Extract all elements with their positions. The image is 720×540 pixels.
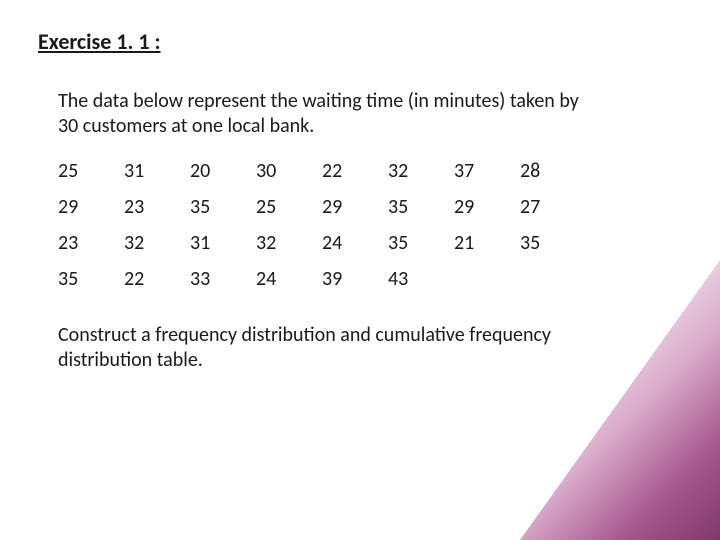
table-cell: 23 — [58, 225, 124, 261]
table-row: 2923352529352927 — [58, 189, 586, 225]
table-cell: 43 — [388, 261, 454, 297]
table-cell: 35 — [190, 189, 256, 225]
table-row: 2332313224352135 — [58, 225, 586, 261]
table-cell: 35 — [520, 225, 586, 261]
table-cell: 24 — [322, 225, 388, 261]
table-cell: 29 — [454, 189, 520, 225]
table-cell: 35 — [388, 225, 454, 261]
outro-text: Construct a frequency distribution and c… — [38, 323, 598, 373]
table-cell — [520, 261, 586, 297]
table-cell — [454, 261, 520, 297]
table-cell: 31 — [124, 153, 190, 189]
table-cell: 31 — [190, 225, 256, 261]
table-cell: 22 — [124, 261, 190, 297]
table-cell: 29 — [322, 189, 388, 225]
table-cell: 32 — [388, 153, 454, 189]
table-cell: 37 — [454, 153, 520, 189]
table-cell: 28 — [520, 153, 586, 189]
intro-text: The data below represent the waiting tim… — [38, 89, 598, 139]
table-cell: 30 — [256, 153, 322, 189]
data-table: 2531203022323728292335252935292723323132… — [58, 153, 586, 297]
data-table-body: 2531203022323728292335252935292723323132… — [58, 153, 586, 297]
table-cell: 25 — [256, 189, 322, 225]
exercise-title: Exercise 1. 1 : — [38, 28, 682, 55]
table-cell: 35 — [58, 261, 124, 297]
table-row: 2531203022323728 — [58, 153, 586, 189]
table-cell: 39 — [322, 261, 388, 297]
table-cell: 24 — [256, 261, 322, 297]
table-cell: 27 — [520, 189, 586, 225]
table-cell: 32 — [124, 225, 190, 261]
table-cell: 23 — [124, 189, 190, 225]
table-cell: 20 — [190, 153, 256, 189]
table-cell: 22 — [322, 153, 388, 189]
table-row: 352233243943 — [58, 261, 586, 297]
table-cell: 21 — [454, 225, 520, 261]
table-cell: 29 — [58, 189, 124, 225]
table-cell: 32 — [256, 225, 322, 261]
table-cell: 33 — [190, 261, 256, 297]
table-cell: 25 — [58, 153, 124, 189]
slide-content: Exercise 1. 1 : The data below represent… — [0, 0, 720, 401]
table-cell: 35 — [388, 189, 454, 225]
